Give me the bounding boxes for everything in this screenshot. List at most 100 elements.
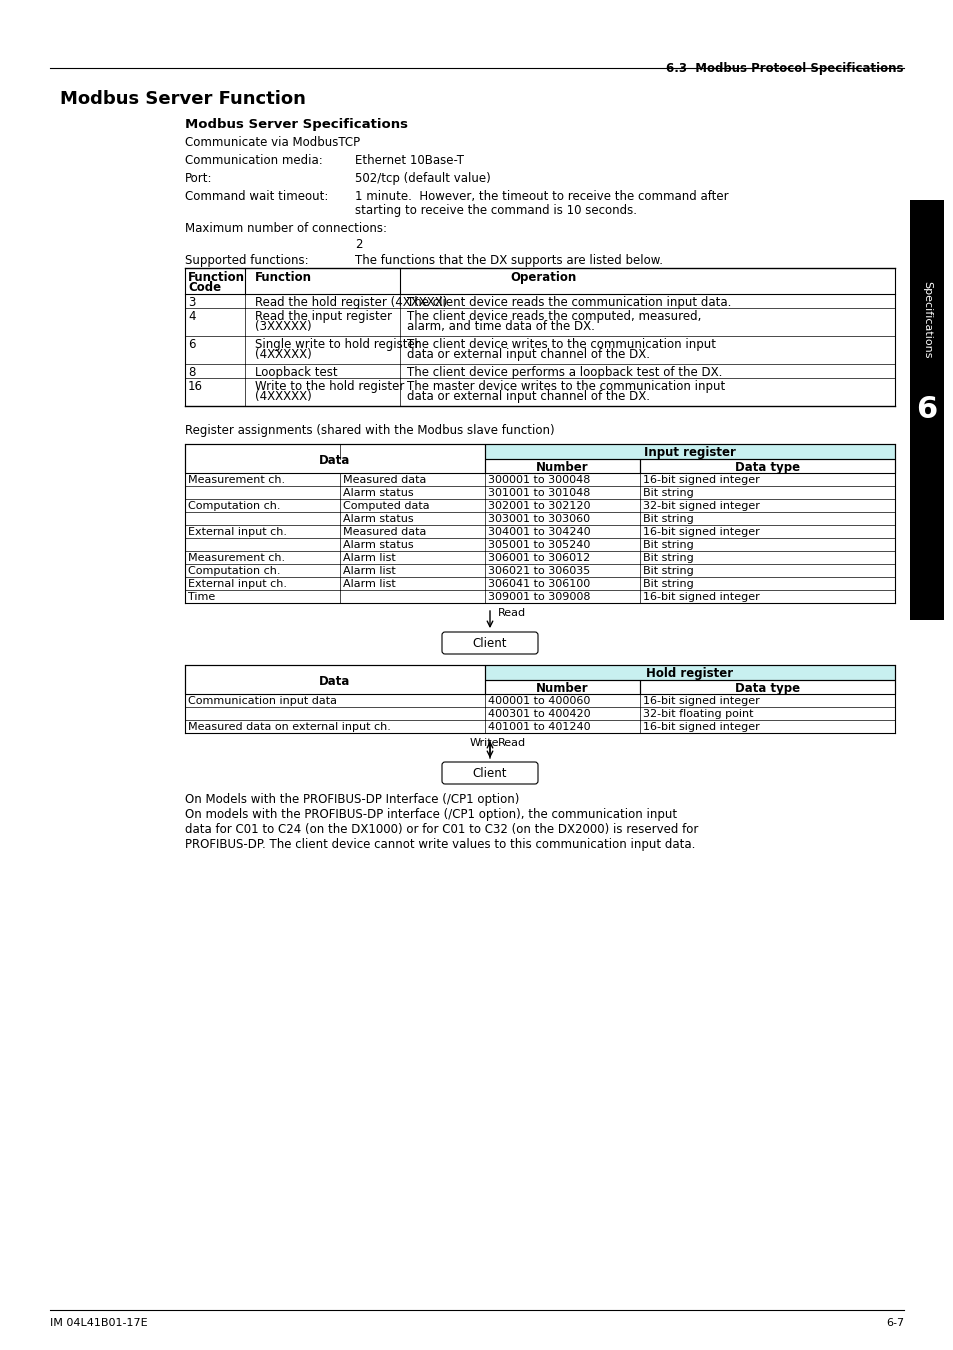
Text: Modbus Server Function: Modbus Server Function [60,90,306,108]
Text: Alarm status: Alarm status [343,487,414,498]
Bar [484,444,894,459]
Text: Data type: Data type [734,682,800,695]
Text: Bit string: Bit string [642,579,693,589]
Text: 306001 to 306012: 306001 to 306012 [488,554,590,563]
Text: External input ch.: External input ch. [188,579,287,589]
FancyBboxPatch shape [441,761,537,784]
Text: 16: 16 [188,379,203,393]
Text: 16-bit signed integer: 16-bit signed integer [642,722,759,732]
Text: Communication media:: Communication media: [185,154,322,167]
Text: Number: Number [536,682,588,695]
Text: Data: Data [319,675,351,688]
Bar [484,666,894,680]
Text: 300001 to 300048: 300001 to 300048 [488,475,590,485]
Bar [185,444,484,472]
Text: 8: 8 [188,366,195,379]
Text: Port:: Port: [185,171,213,185]
Text: Maximum number of connections:: Maximum number of connections: [185,221,387,235]
Text: Time: Time [188,593,215,602]
Text: Read: Read [497,738,525,748]
Text: The master device writes to the communication input: The master device writes to the communic… [407,379,724,393]
Text: Write to the hold register: Write to the hold register [254,379,404,393]
Text: Alarm list: Alarm list [343,554,395,563]
Text: Data: Data [319,454,351,467]
Text: Command wait timeout:: Command wait timeout: [185,190,328,202]
Text: Computed data: Computed data [343,501,429,512]
Text: 16-bit signed integer: 16-bit signed integer [642,697,759,706]
Text: 301001 to 301048: 301001 to 301048 [488,487,590,498]
Text: 306021 to 306035: 306021 to 306035 [488,566,590,576]
Text: data for C01 to C24 (on the DX1000) or for C01 to C32 (on the DX2000) is reserve: data for C01 to C24 (on the DX1000) or f… [185,824,698,836]
Bar [639,459,894,472]
Text: Bit string: Bit string [642,554,693,563]
Text: 16-bit signed integer: 16-bit signed integer [642,593,759,602]
Bar [484,680,639,694]
Text: 32-bit floating point: 32-bit floating point [642,709,753,720]
Text: 309001 to 309008: 309001 to 309008 [488,593,590,602]
Text: Bit string: Bit string [642,487,693,498]
Text: 400301 to 400420: 400301 to 400420 [488,709,590,720]
Text: Alarm status: Alarm status [343,514,414,524]
Text: Bit string: Bit string [642,514,693,524]
Text: Data type: Data type [734,460,800,474]
Text: Operation: Operation [510,271,576,284]
Text: 4: 4 [188,310,195,323]
Text: 303001 to 303060: 303001 to 303060 [488,514,590,524]
Text: Measurement ch.: Measurement ch. [188,554,285,563]
Text: 6-7: 6-7 [885,1318,903,1328]
Text: The client device performs a loopback test of the DX.: The client device performs a loopback te… [407,366,721,379]
Text: 32-bit signed integer: 32-bit signed integer [642,501,760,512]
Text: Alarm status: Alarm status [343,540,414,549]
FancyBboxPatch shape [441,632,537,653]
Text: 1 minute.  However, the timeout to receive the command after: 1 minute. However, the timeout to receiv… [355,190,728,202]
Text: Input register: Input register [643,446,735,459]
Text: Alarm list: Alarm list [343,566,395,576]
Text: Register assignments (shared with the Modbus slave function): Register assignments (shared with the Mo… [185,424,554,437]
Text: Communicate via ModbusTCP: Communicate via ModbusTCP [185,136,359,148]
Text: 6: 6 [916,396,937,424]
Text: Client: Client [473,767,507,780]
Text: Measured data on external input ch.: Measured data on external input ch. [188,722,391,732]
Text: 16-bit signed integer: 16-bit signed integer [642,475,759,485]
Text: Read the hold register (4XXXXX): Read the hold register (4XXXXX) [254,296,447,309]
Text: Number: Number [536,460,588,474]
Text: IM 04L41B01-17E: IM 04L41B01-17E [50,1318,148,1328]
Text: 302001 to 302120: 302001 to 302120 [488,501,590,512]
Text: On models with the PROFIBUS-DP interface (/CP1 option), the communication input: On models with the PROFIBUS-DP interface… [185,809,677,821]
Text: 401001 to 401240: 401001 to 401240 [488,722,590,732]
Text: Ethernet 10Base-T: Ethernet 10Base-T [355,154,463,167]
Text: starting to receive the command is 10 seconds.: starting to receive the command is 10 se… [355,204,637,217]
Text: Computation ch.: Computation ch. [188,501,280,512]
Text: Specifications: Specifications [921,281,931,359]
Text: 3: 3 [188,296,195,309]
Text: Bit string: Bit string [642,540,693,549]
Text: data or external input channel of the DX.: data or external input channel of the DX… [407,348,649,360]
Text: (3XXXXX): (3XXXXX) [254,320,312,333]
Text: 304001 to 304240: 304001 to 304240 [488,526,590,537]
Text: External input ch.: External input ch. [188,526,287,537]
Text: 306041 to 306100: 306041 to 306100 [488,579,590,589]
Text: The client device writes to the communication input: The client device writes to the communic… [407,338,716,351]
Text: Communication input data: Communication input data [188,697,336,706]
Text: Function: Function [254,271,312,284]
Text: 16-bit signed integer: 16-bit signed integer [642,526,759,537]
Text: Write: Write [470,738,499,748]
Text: 2: 2 [355,238,362,251]
Text: Measured data: Measured data [343,526,426,537]
Text: 6.3  Modbus Protocol Specifications: 6.3 Modbus Protocol Specifications [666,62,903,76]
Text: Computation ch.: Computation ch. [188,566,280,576]
Text: Modbus Server Specifications: Modbus Server Specifications [185,117,408,131]
Text: (4XXXXX): (4XXXXX) [254,348,312,360]
Text: Client: Client [473,637,507,649]
Text: Code: Code [188,281,221,294]
Text: Measured data: Measured data [343,475,426,485]
Text: alarm, and time data of the DX.: alarm, and time data of the DX. [407,320,595,333]
Text: 6: 6 [188,338,195,351]
Text: 400001 to 400060: 400001 to 400060 [488,697,590,706]
Text: On Models with the PROFIBUS-DP Interface (/CP1 option): On Models with the PROFIBUS-DP Interface… [185,792,518,806]
Text: The client device reads the computed, measured,: The client device reads the computed, me… [407,310,700,323]
Bar [639,680,894,694]
Text: Loopback test: Loopback test [254,366,337,379]
Text: The functions that the DX supports are listed below.: The functions that the DX supports are l… [355,254,662,267]
Text: Read the input register: Read the input register [254,310,392,323]
